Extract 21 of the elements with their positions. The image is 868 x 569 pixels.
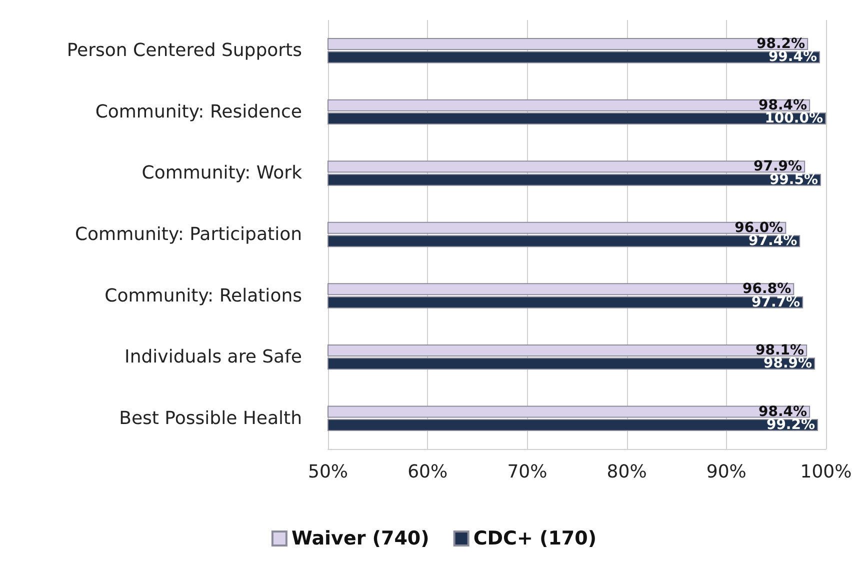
y-tick-label: Community: Residence: [95, 101, 302, 122]
y-tick-label: Best Possible Health: [119, 408, 302, 429]
y-tick-label: Person Centered Supports: [66, 40, 302, 62]
x-tick-label: 90%: [706, 462, 746, 482]
x-tick-label: 100%: [800, 462, 852, 482]
y-tick-label: Individuals are Safe: [124, 346, 302, 368]
y-tick-label: Community: Participation: [74, 224, 302, 245]
data-label: 98.4%: [758, 97, 808, 114]
x-tick-label: 50%: [308, 462, 348, 482]
data-label: 97.4%: [748, 233, 798, 250]
data-label: 98.9%: [763, 356, 812, 372]
x-tick-label: 80%: [606, 462, 647, 482]
x-tick-label: 70%: [507, 462, 548, 482]
y-tick-label: Community: Relations: [104, 285, 302, 306]
y-tick-label: Community: Work: [142, 162, 303, 184]
data-label: 98.1%: [756, 342, 804, 358]
x-tick-label: 60%: [408, 462, 448, 482]
data-label: 96.0%: [734, 220, 784, 236]
legend-label: CDC+ (170): [473, 528, 597, 550]
data-label: 100.0%: [764, 110, 823, 127]
legend-label: Waiver (740): [291, 528, 430, 550]
